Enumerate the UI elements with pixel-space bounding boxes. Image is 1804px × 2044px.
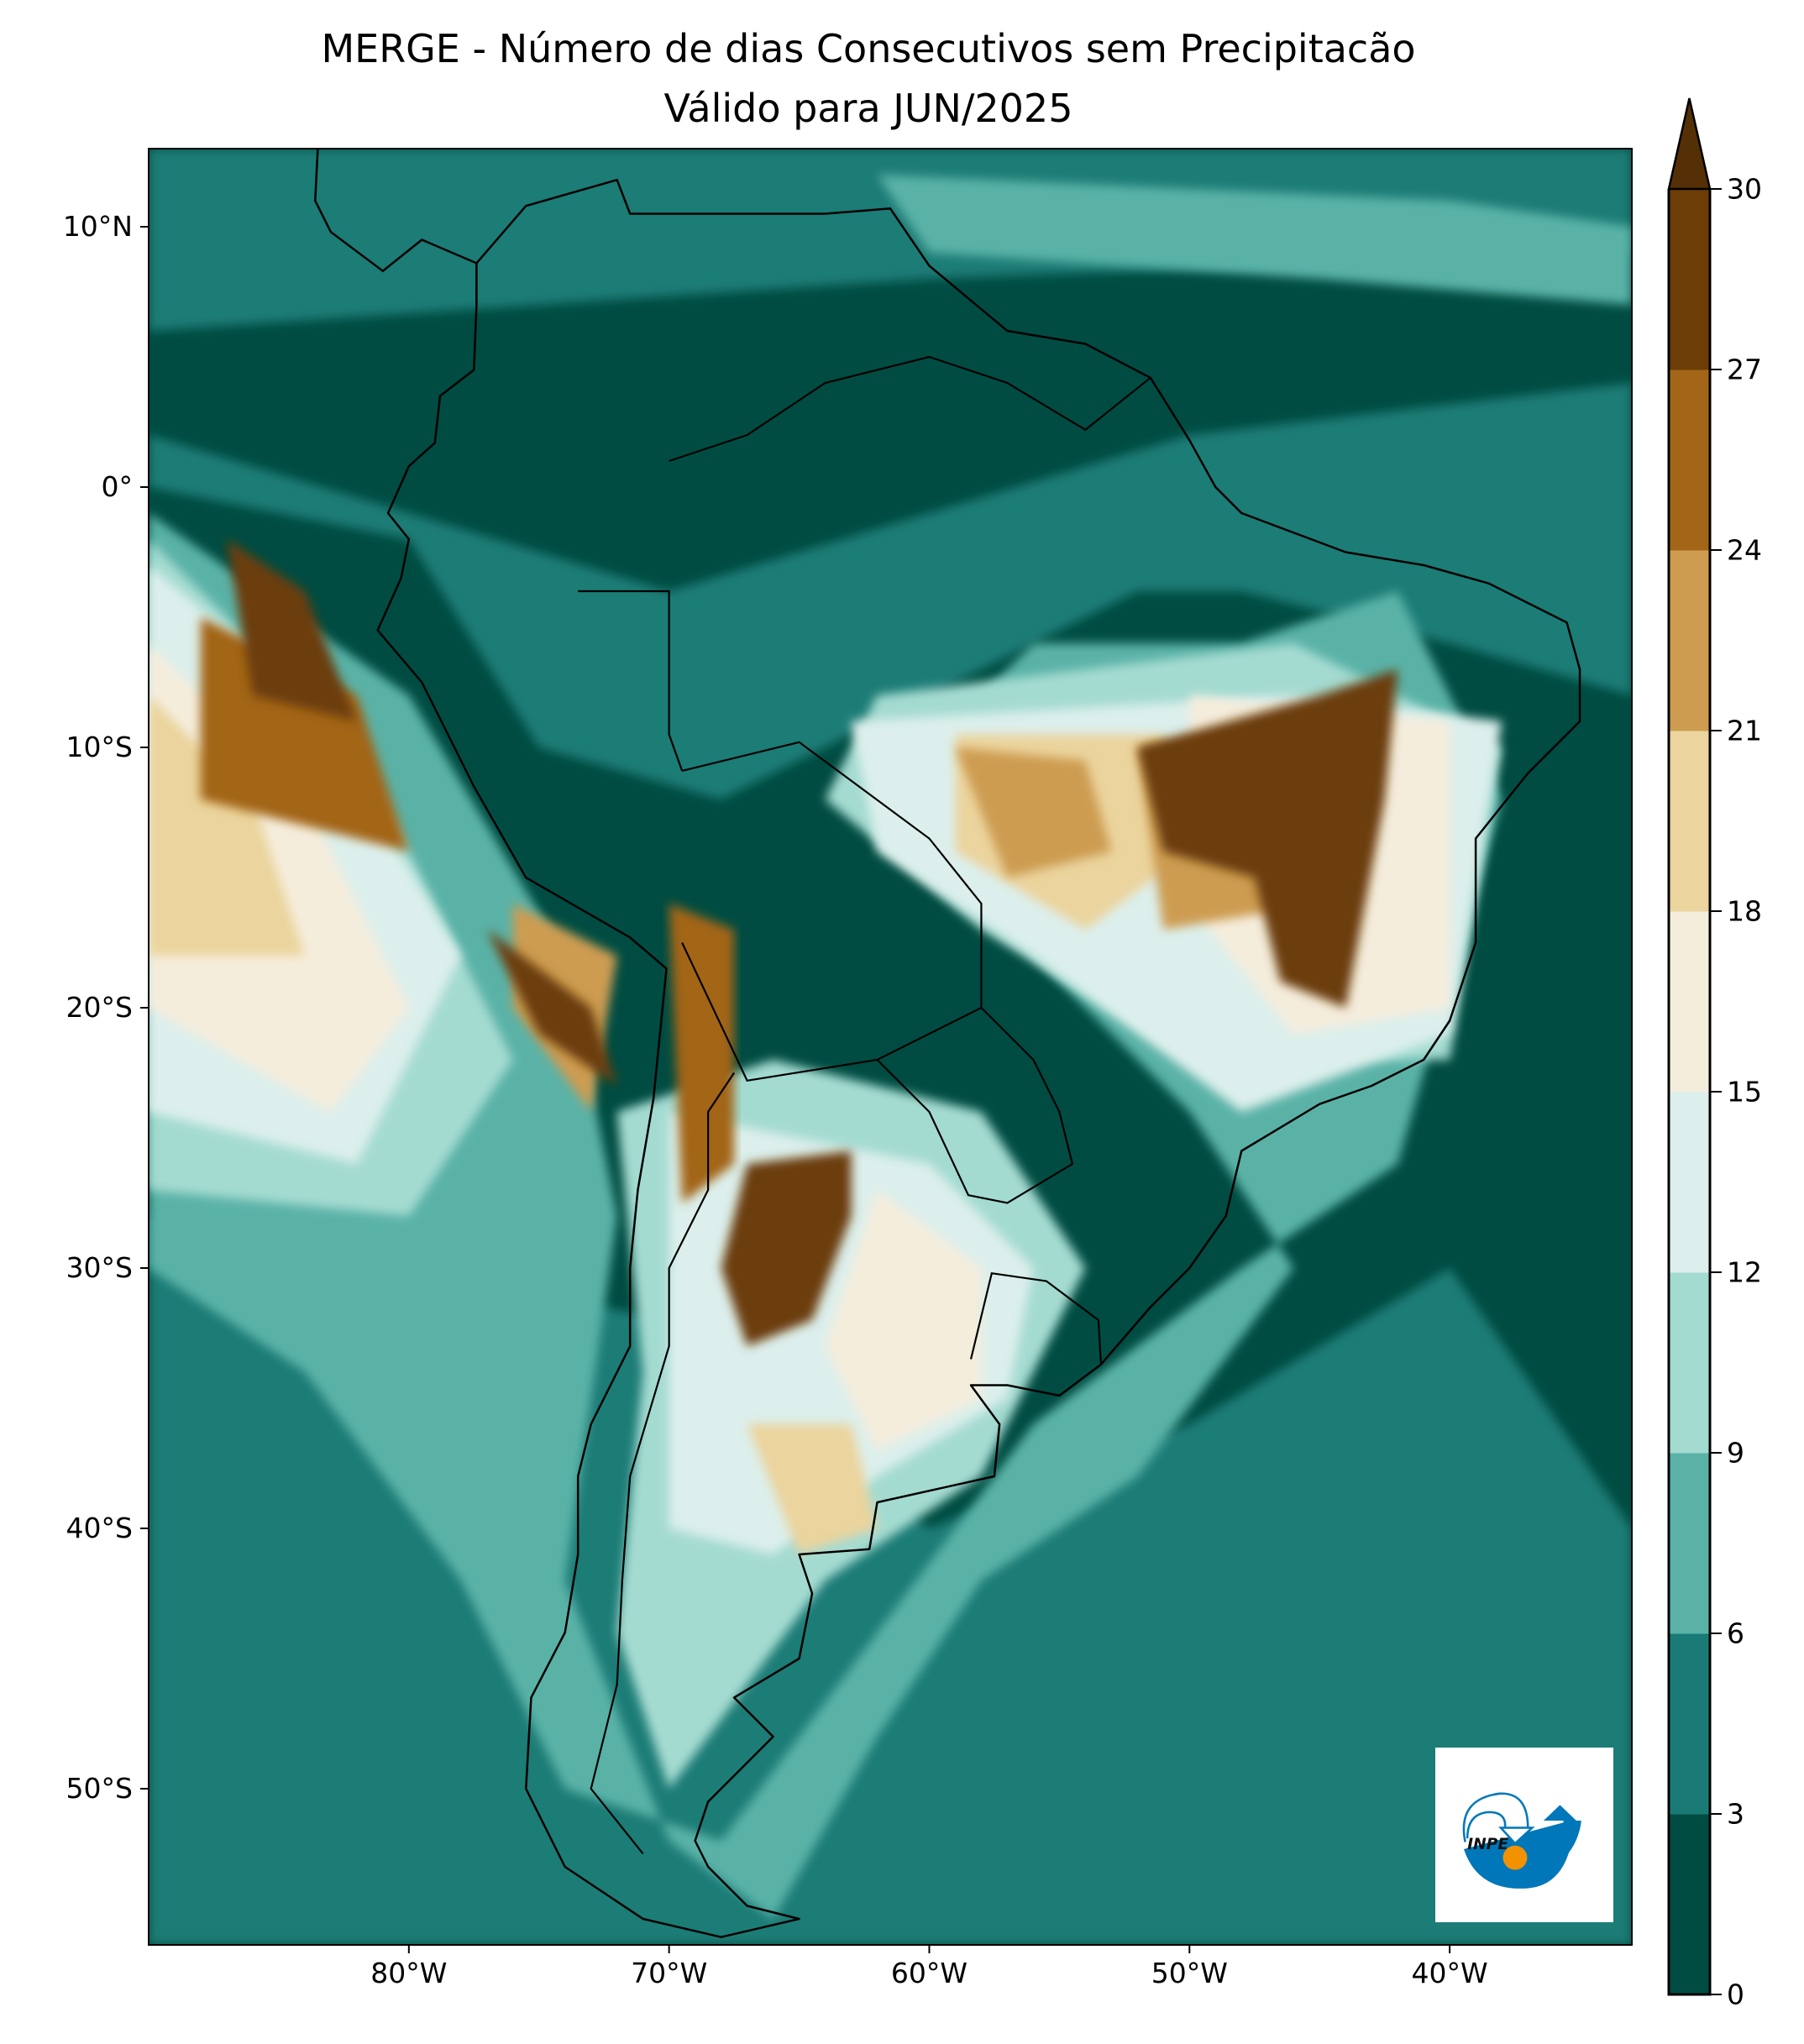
colorbar-tick-label: 18: [1727, 894, 1762, 928]
precip-region-6: [747, 1424, 878, 1554]
coastline: [376, 178, 1581, 1938]
colorbar-tick-label: 0: [1727, 1978, 1744, 2011]
precip-region-9: [1137, 669, 1398, 1008]
colorbar-segment: [1669, 1272, 1710, 1454]
map-layer: [149, 149, 1632, 1945]
country-border: [876, 1007, 1074, 1204]
inpe-logo-icon: INPE: [1462, 1792, 1581, 1889]
colorbar-tick-label: 30: [1727, 172, 1762, 206]
colorbar-segment: [1669, 189, 1710, 370]
precip-region-5: [825, 1190, 982, 1450]
colorbar-segment: [1669, 731, 1710, 912]
country-border: [578, 590, 684, 772]
country-border: [969, 1271, 1103, 1365]
precip-region-9: [486, 930, 617, 1086]
colorbar-tick-label: 9: [1727, 1436, 1744, 1470]
colorbar-segment: [1669, 550, 1710, 731]
lon-tick-label: 80°W: [370, 1957, 448, 1989]
lon-tick-label: 50°W: [1151, 1957, 1228, 1989]
colorbar-segment: [1669, 1633, 1710, 1815]
lon-tick-label: 60°W: [890, 1957, 968, 1989]
colorbar-extend-arrow: [1667, 97, 1712, 191]
precip-region-9: [721, 1150, 852, 1346]
colorbar-segment: [1669, 369, 1710, 551]
colorbar-segment: [1669, 1092, 1710, 1273]
central-america-coastline: [314, 149, 477, 273]
lat-tick-label: 0°: [101, 470, 134, 503]
map-subtitle: Válido para JUN/2025: [663, 86, 1073, 131]
lat-tick-label: 10°N: [62, 210, 133, 243]
colorbar-tick-label: 15: [1727, 1075, 1762, 1108]
lat-tick-label: 50°S: [66, 1772, 133, 1805]
lat-tick-label: 40°S: [66, 1512, 133, 1544]
country-border: [590, 1072, 736, 1855]
colorbar-tick-label: 12: [1727, 1255, 1762, 1289]
colorbar-segment: [1669, 911, 1710, 1093]
colorbar-tick-label: 21: [1727, 714, 1762, 747]
colorbar-tick-label: 6: [1727, 1617, 1744, 1650]
logo-text: INPE: [1467, 1836, 1508, 1853]
colorbar-tick-label: 27: [1727, 353, 1762, 386]
precip-region-7: [955, 747, 1112, 878]
inpe-logo: INPE: [1435, 1748, 1613, 1922]
precip-region-9: [226, 539, 357, 721]
precip-region-2: [877, 175, 1632, 305]
colorbar-tick-label: 24: [1727, 533, 1762, 567]
map-title: MERGE - Número de dias Consecutivos sem …: [321, 26, 1416, 71]
colorbar-tick-label: 3: [1727, 1797, 1744, 1831]
precip-region-6: [149, 695, 305, 956]
lon-tick-label: 40°W: [1411, 1957, 1488, 1989]
lat-tick-label: 10°S: [66, 731, 133, 763]
precip-region-8: [669, 904, 735, 1203]
precip-region-1: [149, 383, 1632, 799]
country-border: [669, 355, 1151, 463]
lat-tick-label: 20°S: [66, 991, 133, 1024]
lon-tick-label: 70°W: [631, 1957, 708, 1989]
lat-tick-label: 30°S: [66, 1251, 133, 1284]
colorbar-segment: [1669, 1453, 1710, 1634]
country-border: [681, 741, 983, 1082]
colorbar-segment: [1669, 1814, 1710, 1995]
axes-frame: [148, 148, 1633, 1946]
